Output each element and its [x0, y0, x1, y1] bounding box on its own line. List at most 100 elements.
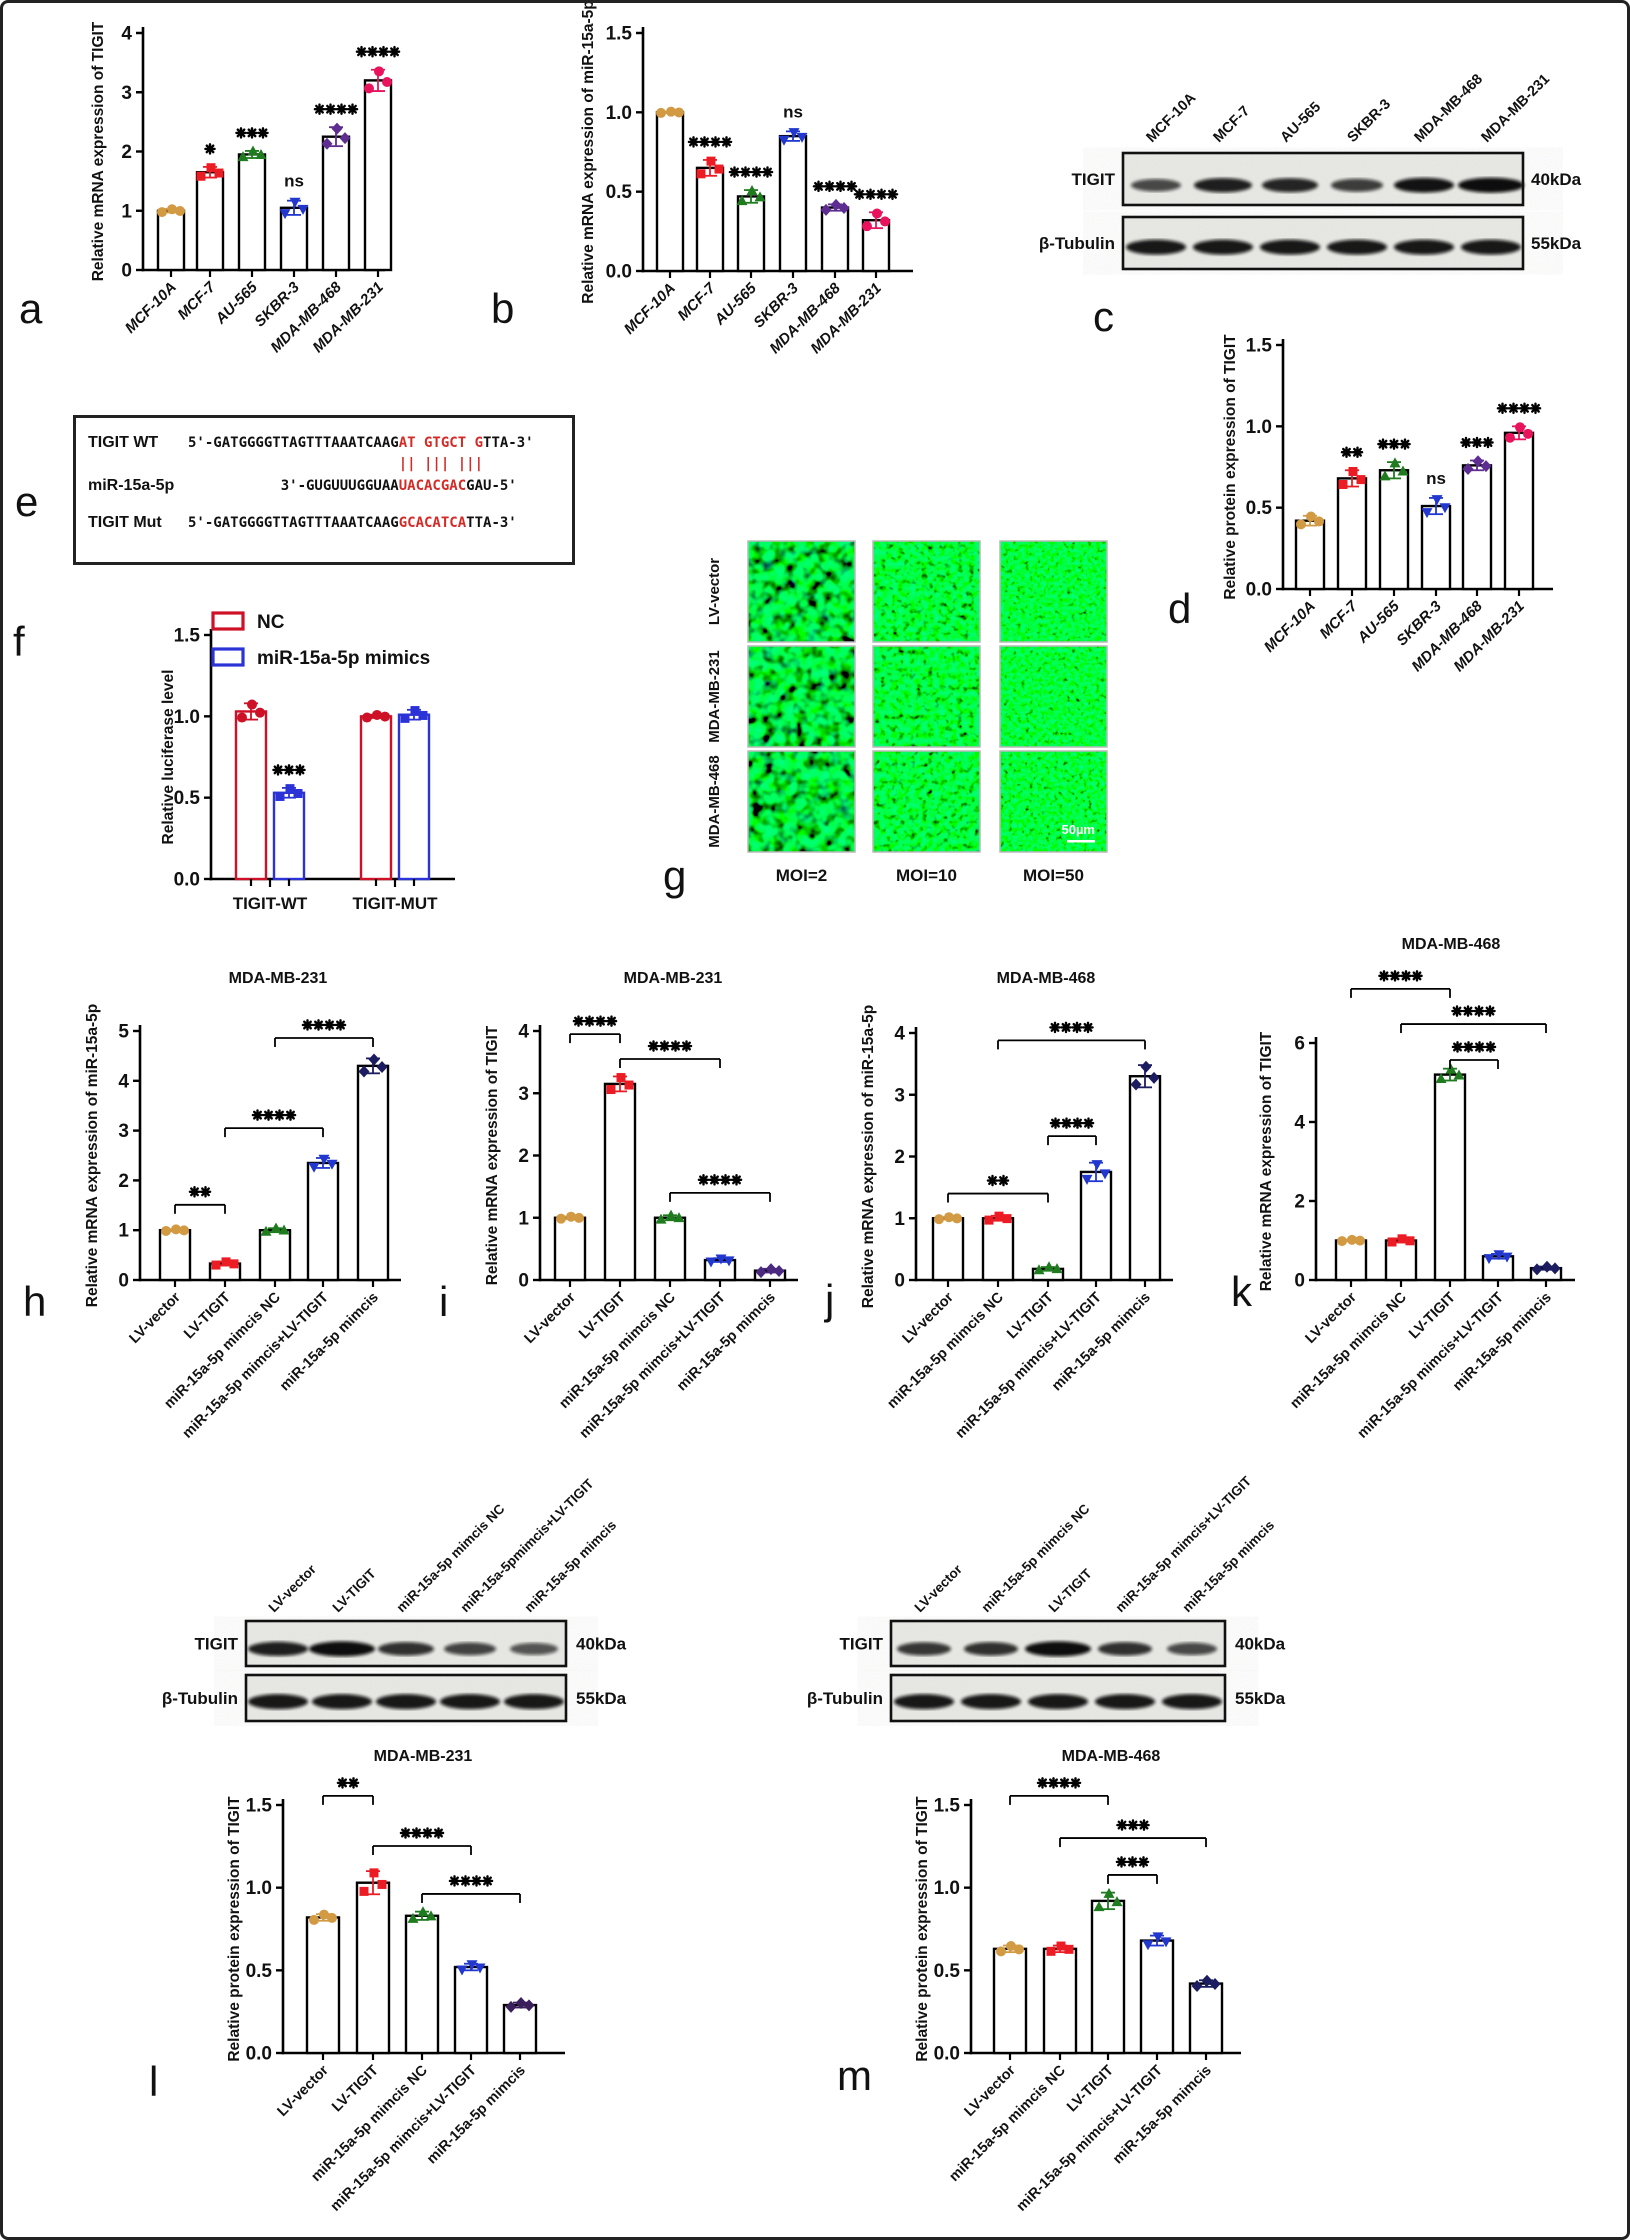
- svg-text:Relative mRNA expression of mi: Relative mRNA expression of miR-15a-5p: [84, 1004, 101, 1308]
- blot-c-svg: MCF-10A MCF-7 AU-565 SKBR-3 MDA-MB-468MDA-MB…: [1039, 71, 1582, 271]
- bar: [992, 1947, 1028, 2055]
- chart-i-svg: MDA-MB-231 Relative mRNA expression of TI…: [484, 970, 798, 1442]
- svg-text:5: 5: [118, 1022, 129, 1043]
- svg-text:TIGIT-MUT: TIGIT-MUT: [353, 894, 439, 913]
- svg-text:Relative luciferase level: Relative luciferase level: [160, 670, 177, 845]
- svg-text:6: 6: [1294, 1034, 1305, 1055]
- svg-text:MOI=10: MOI=10: [896, 866, 957, 885]
- svg-text:LV-vector: LV-vector: [266, 1561, 320, 1615]
- svg-text:miR-15a-5p mimics: miR-15a-5p mimics: [257, 648, 430, 669]
- svg-text:TIGIT: TIGIT: [840, 1635, 884, 1654]
- svg-text:miR-15a-5p mimcis NC: miR-15a-5p mimcis NC: [979, 1501, 1093, 1615]
- panel-label-i: i: [439, 1278, 449, 1325]
- svg-text:3: 3: [121, 83, 132, 104]
- svg-text:MDA-MB-468: MDA-MB-468: [1412, 71, 1487, 146]
- bar: [1378, 469, 1410, 591]
- svg-text:50µm: 50µm: [1061, 822, 1095, 837]
- svg-text:MCF-10A: MCF-10A: [1144, 90, 1200, 146]
- svg-text:SKBR-3: SKBR-3: [1345, 96, 1394, 145]
- panel-label-b: b: [491, 285, 515, 332]
- bar: [1139, 1939, 1175, 2055]
- svg-text:55kDa: 55kDa: [1235, 1689, 1286, 1708]
- svg-text:MDA-MB-231: MDA-MB-231: [229, 970, 328, 987]
- panel-label-j: j: [825, 1276, 835, 1323]
- svg-text:LV-vector: LV-vector: [522, 1289, 580, 1347]
- panel-i-chart: MDA-MB-231 Relative mRNA expression of TI…: [433, 953, 868, 1442]
- svg-text:40kDa: 40kDa: [576, 1635, 627, 1654]
- svg-text:MDA-MB-231: MDA-MB-231: [706, 650, 723, 743]
- svg-text:4: 4: [121, 24, 132, 45]
- chart-f-svg: Relative luciferase level 0.0 0.5 1.0 1.5 TIG…: [160, 611, 455, 913]
- svg-text:2: 2: [894, 1147, 905, 1168]
- svg-text:MOI=2: MOI=2: [776, 866, 828, 885]
- bar: [355, 1881, 391, 2055]
- bar: [981, 1217, 1015, 1282]
- svg-text:β-Tubulin: β-Tubulin: [807, 1689, 883, 1708]
- svg-text:0: 0: [118, 1271, 129, 1292]
- svg-text:1.5: 1.5: [606, 24, 633, 45]
- svg-text:LV-TIGIT: LV-TIGIT: [1046, 1565, 1096, 1615]
- bar: [453, 1965, 489, 2055]
- chart-l-svg: MDA-MB-231 Relative protein expression of…: [226, 1748, 565, 2215]
- svg-text:Relative mRNA expression of mi: Relative mRNA expression of miR-15a-5p: [580, 0, 597, 304]
- sequence-row: miR-15a-5p 3'-GUGUUUGGUAAUACACGACGAU-5': [88, 471, 562, 501]
- sequence-row: || ||| |||: [88, 455, 562, 472]
- panel-d-chart: Relative protein expression of TIGIT 0.0 0…: [1163, 333, 1627, 678]
- svg-text:0.0: 0.0: [606, 262, 632, 283]
- svg-text:MDA-MB-231: MDA-MB-231: [374, 1748, 473, 1765]
- svg-text:Relative protein expression of: Relative protein expression of TIGIT: [1222, 334, 1239, 600]
- svg-text:1.5: 1.5: [1246, 336, 1273, 357]
- bar: [553, 1216, 587, 1282]
- svg-text:AU-565: AU-565: [1278, 99, 1325, 146]
- svg-text:2: 2: [1294, 1192, 1305, 1213]
- svg-text:MDA-MB-468: MDA-MB-468: [1062, 1748, 1161, 1765]
- sequence-row-label: miR-15a-5p: [88, 477, 175, 494]
- svg-text:LV-TIGIT: LV-TIGIT: [181, 1289, 234, 1342]
- sequence-text: || ||| |||: [398, 455, 484, 472]
- bar: [655, 111, 685, 273]
- bar: [1294, 519, 1326, 591]
- svg-text:NC: NC: [257, 612, 285, 633]
- bar: [778, 134, 808, 273]
- plot: MDA-MB-468 Relative mRNA expression of TI…: [1258, 936, 1575, 1442]
- chart-b-svg: Relative mRNA expression of miR-15a-5p 0.…: [580, 3, 913, 357]
- bar: [156, 209, 186, 272]
- bar: [653, 1216, 687, 1282]
- bar: [695, 166, 725, 273]
- bar: [404, 1914, 440, 2055]
- bar: [158, 1229, 192, 1282]
- svg-text:MDA-MB-468: MDA-MB-468: [997, 970, 1096, 987]
- svg-text:0.5: 0.5: [934, 1961, 961, 1982]
- svg-text:Relative protein expression of: Relative protein expression of TIGIT: [914, 1796, 931, 2062]
- bar: [1420, 504, 1452, 591]
- svg-text:ns: ns: [783, 102, 803, 121]
- svg-text:LV-vector: LV-vector: [275, 2062, 333, 2120]
- bar: [1503, 431, 1535, 591]
- svg-text:β-Tubulin: β-Tubulin: [1039, 234, 1115, 253]
- svg-text:0: 0: [121, 261, 132, 282]
- bar: [234, 710, 268, 881]
- panel-label-c: c: [1093, 293, 1114, 340]
- svg-text:0.0: 0.0: [246, 2044, 272, 2065]
- svg-text:0.0: 0.0: [1246, 580, 1272, 601]
- bar: [1336, 477, 1368, 591]
- svg-text:3: 3: [518, 1084, 529, 1105]
- svg-text:55kDa: 55kDa: [1531, 234, 1582, 253]
- panel-k-chart: MDA-MB-468 Relative mRNA expression of TI…: [1213, 933, 1627, 1442]
- svg-text:1.0: 1.0: [174, 707, 200, 728]
- svg-text:TIGIT: TIGIT: [195, 1635, 239, 1654]
- bar: [1433, 1073, 1467, 1282]
- svg-text:MCF-10A: MCF-10A: [621, 280, 679, 338]
- svg-text:1.5: 1.5: [246, 1796, 273, 1817]
- svg-text:0.5: 0.5: [174, 788, 201, 809]
- panel-f-chart: Relative luciferase level 0.0 0.5 1.0 1.5 TIG…: [63, 593, 498, 938]
- svg-text:Relative mRNA expression of mi: Relative mRNA expression of miR-15a-5p: [860, 1005, 877, 1309]
- svg-text:TIGIT-WT: TIGIT-WT: [233, 894, 308, 913]
- svg-text:Relative protein expression of: Relative protein expression of TIGIT: [226, 1796, 243, 2062]
- panel-j-chart: MDA-MB-468 Relative mRNA expression of mi…: [813, 953, 1248, 1442]
- bar: [1461, 464, 1493, 591]
- plot: MDA-MB-231 Relative mRNA expression of mi…: [84, 970, 401, 1442]
- bar: [931, 1217, 965, 1282]
- panel-label-a: a: [19, 285, 43, 332]
